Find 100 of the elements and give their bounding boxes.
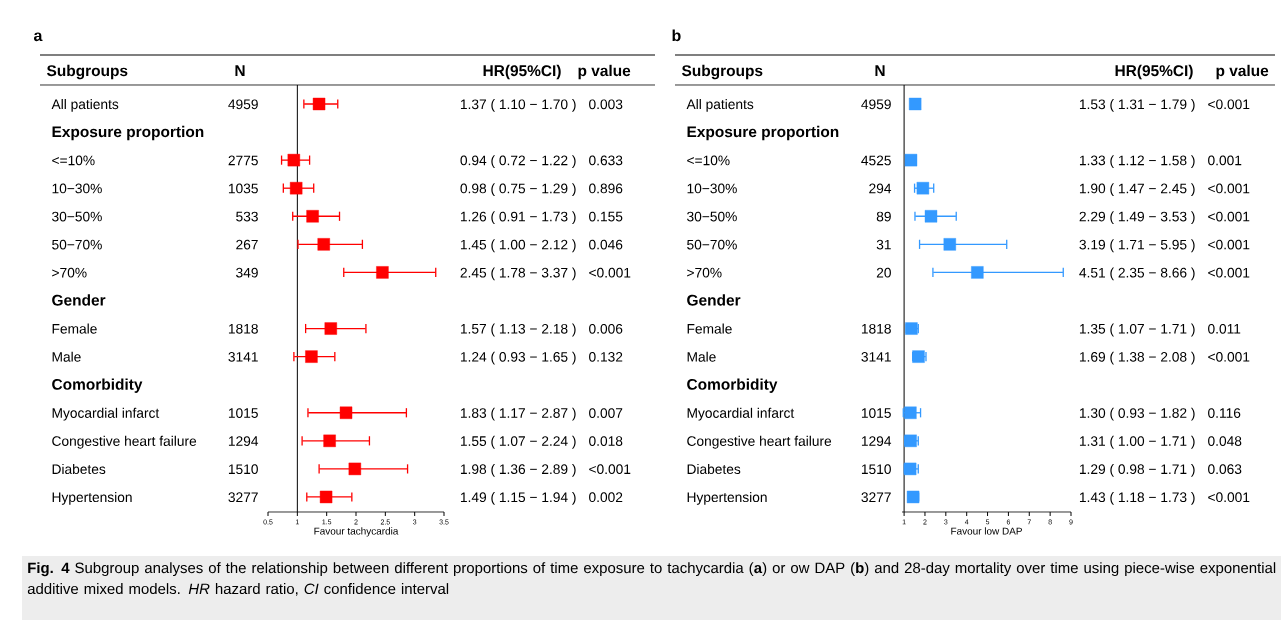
text: <0.001 [1208,99,1250,110]
text: Subgroups [46,64,128,80]
data-label: 4.51 ( 2.35 − 8.66 ) [1079,267,1195,281]
data-label: 1.83 ( 1.17 − 2.87 ) [460,407,576,421]
text: 0.006 [589,323,623,334]
text: 0.063 [1208,464,1242,475]
data-label: 1.30 ( 0.93 − 1.82 ) [1079,407,1195,421]
text: 0.002 [589,492,623,503]
y-tick-label: Exposure proportion [52,125,204,141]
text: <0.001 [1208,183,1250,194]
y-tick-label: 10−30% [52,183,102,194]
data-label: 1.24 ( 0.93 − 1.65 ) [460,351,576,365]
text: 89 [876,211,891,222]
text: 294 [869,183,892,194]
text: <0.001 [1208,352,1250,362]
data-label: 2.29 ( 1.49 − 3.53 ) [1079,211,1195,225]
text: 0.132 [589,352,623,362]
data-label: 0.94 ( 0.72 − 1.22 ) [460,155,576,168]
y-tick-label: Congestive heart failure [687,435,832,449]
text: 1510 [861,464,891,475]
text: 2775 [228,155,258,166]
y-tick-label: Diabetes [52,463,106,475]
data-label: 1.37 ( 1.10 − 1.70 ) [460,99,576,112]
y-tick-label: Comorbidity [687,378,778,393]
text: HR(95%CI) [1115,64,1193,80]
y-tick-label: Gender [52,294,106,306]
data-label: 1.53 ( 1.31 − 1.79 ) [1079,99,1195,112]
text: Subgroups [681,64,763,80]
text: 3141 [228,352,258,362]
data-label: 1.55 ( 1.07 − 2.24 ) [460,435,576,449]
data-label: 1.43 ( 1.18 − 1.73 ) [1079,492,1195,505]
data-label: 0.98 ( 0.75 − 1.29 ) [460,183,576,197]
x-axis-title: Favour low DAP [951,527,1022,535]
y-tick-label: Gender [687,294,741,306]
data-label: 1.26 ( 0.91 − 1.73 ) [460,211,576,225]
text: 1035 [228,183,258,194]
y-tick-label: >70% [52,267,87,278]
text: a [34,32,43,42]
text: 1015 [228,408,258,418]
text: Fig. 4 Subgroup analyses of the relationship between different proportions of time exposure to tachycardia (a) or ow DAP (b) and 28-day mortality over time using piece-wise exponential additive mixed models. HR hazard ratio, CI confidence interval [27,562,1276,596]
text: <0.001 [589,464,631,475]
text: 0.155 [589,211,623,222]
text: 267 [236,239,258,250]
y-tick-label: >70% [687,267,722,278]
text: 4959 [861,99,891,110]
text: p value [1216,64,1269,80]
text: p value [578,64,631,80]
y-tick-label: Comorbidity [52,378,143,393]
y-tick-label: All patients [51,99,119,112]
y-tick-label: Diabetes [687,463,741,475]
text: 0.001 [1208,155,1242,166]
text: 1818 [228,323,258,334]
text: 0.011 [1208,323,1241,334]
text: <0.001 [1208,211,1250,222]
text: 0.048 [1208,436,1242,446]
data-label: 1.31 ( 1.00 − 1.71 ) [1079,435,1195,449]
text: 0.007 [589,408,623,418]
text: <0.001 [1208,267,1250,278]
y-tick-label: Male [52,351,81,362]
y-tick-label: All patients [686,99,754,112]
text: 3277 [228,492,258,503]
text: 3141 [861,352,891,362]
text: 0.003 [589,99,623,110]
text: 0.018 [589,436,623,446]
data-label: 1.90 ( 1.47 − 2.45 ) [1079,183,1195,197]
y-tick-label: <=10% [52,155,95,166]
text: 0.896 [589,183,623,194]
data-label: 1.49 ( 1.15 − 1.94 ) [460,492,576,505]
y-tick-label: Hypertension [52,492,132,505]
data-label: 1.98 ( 1.36 − 2.89 ) [460,463,576,477]
y-tick-label: 10−30% [687,183,737,194]
text: N [875,65,885,76]
text: 4525 [861,155,891,166]
y-tick-label: <=10% [687,155,730,166]
text: 4959 [228,99,258,110]
text: 0.116 [1208,408,1241,418]
data-label: 2.45 ( 1.78 − 3.37 ) [460,267,576,281]
y-tick-label: Congestive heart failure [52,435,197,449]
y-tick-label: Hypertension [687,492,767,505]
text: 1510 [228,464,258,475]
y-tick-label: Myocardial infarct [52,407,160,421]
text: 1294 [228,436,259,446]
text: <0.001 [1208,239,1250,250]
data-label: 1.35 ( 1.07 − 1.71 ) [1079,323,1195,337]
text: 1818 [861,323,891,334]
text: <0.001 [589,267,631,278]
data-label: 1.33 ( 1.12 − 1.58 ) [1079,155,1195,168]
y-tick-label: Female [687,323,732,334]
text: <0.001 [1208,492,1250,503]
text: N [235,65,245,76]
text: b [672,29,681,42]
text: 349 [236,267,258,278]
data-label: 1.69 ( 1.38 − 2.08 ) [1079,351,1195,365]
y-tick-label: 50−70% [52,239,102,250]
text: 1015 [861,408,891,418]
text: 1294 [861,436,892,446]
y-tick-label: Male [687,351,716,362]
text: 31 [876,239,891,250]
data-label: 3.19 ( 1.71 − 5.95 ) [1079,239,1195,253]
data-label: 1.29 ( 0.98 − 1.71 ) [1079,463,1195,477]
